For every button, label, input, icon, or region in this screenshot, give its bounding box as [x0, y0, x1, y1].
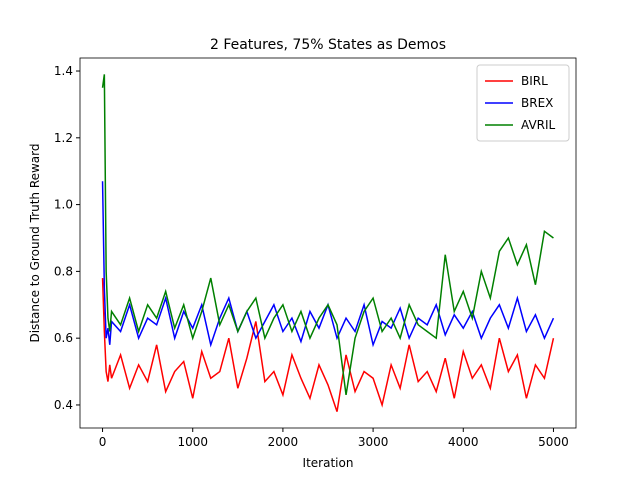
y-tick-label: 1.2: [54, 131, 73, 145]
legend-label: BIRL: [521, 74, 548, 88]
y-tick-label: 1.0: [54, 198, 73, 212]
plot-frame: [79, 57, 577, 429]
line-series: [101, 278, 555, 412]
chart-title: 2 Features, 75% States as Demos: [210, 37, 446, 53]
y-axis-label: Distance to Ground Truth Reward: [28, 143, 42, 342]
x-tick-label: 0: [99, 435, 107, 449]
legend-label: AVRIL: [521, 118, 556, 132]
y-tick-label: 0.4: [54, 398, 73, 412]
x-tick-label: 1000: [177, 435, 208, 449]
legend-box: [476, 64, 570, 142]
y-tick-label: 1.4: [54, 64, 73, 78]
x-tick-label: 5000: [538, 435, 569, 449]
x-tick-label: 4000: [448, 435, 479, 449]
x-tick-label: 3000: [358, 435, 389, 449]
legend-label: BREX: [521, 96, 553, 110]
x-tick-label: 2000: [268, 435, 299, 449]
line-series: [101, 74, 554, 396]
line-series: [101, 181, 555, 348]
y-tick-label: 0.8: [54, 264, 73, 278]
x-axis-label: Iteration: [303, 456, 354, 470]
y-tick-label: 0.6: [54, 331, 73, 345]
